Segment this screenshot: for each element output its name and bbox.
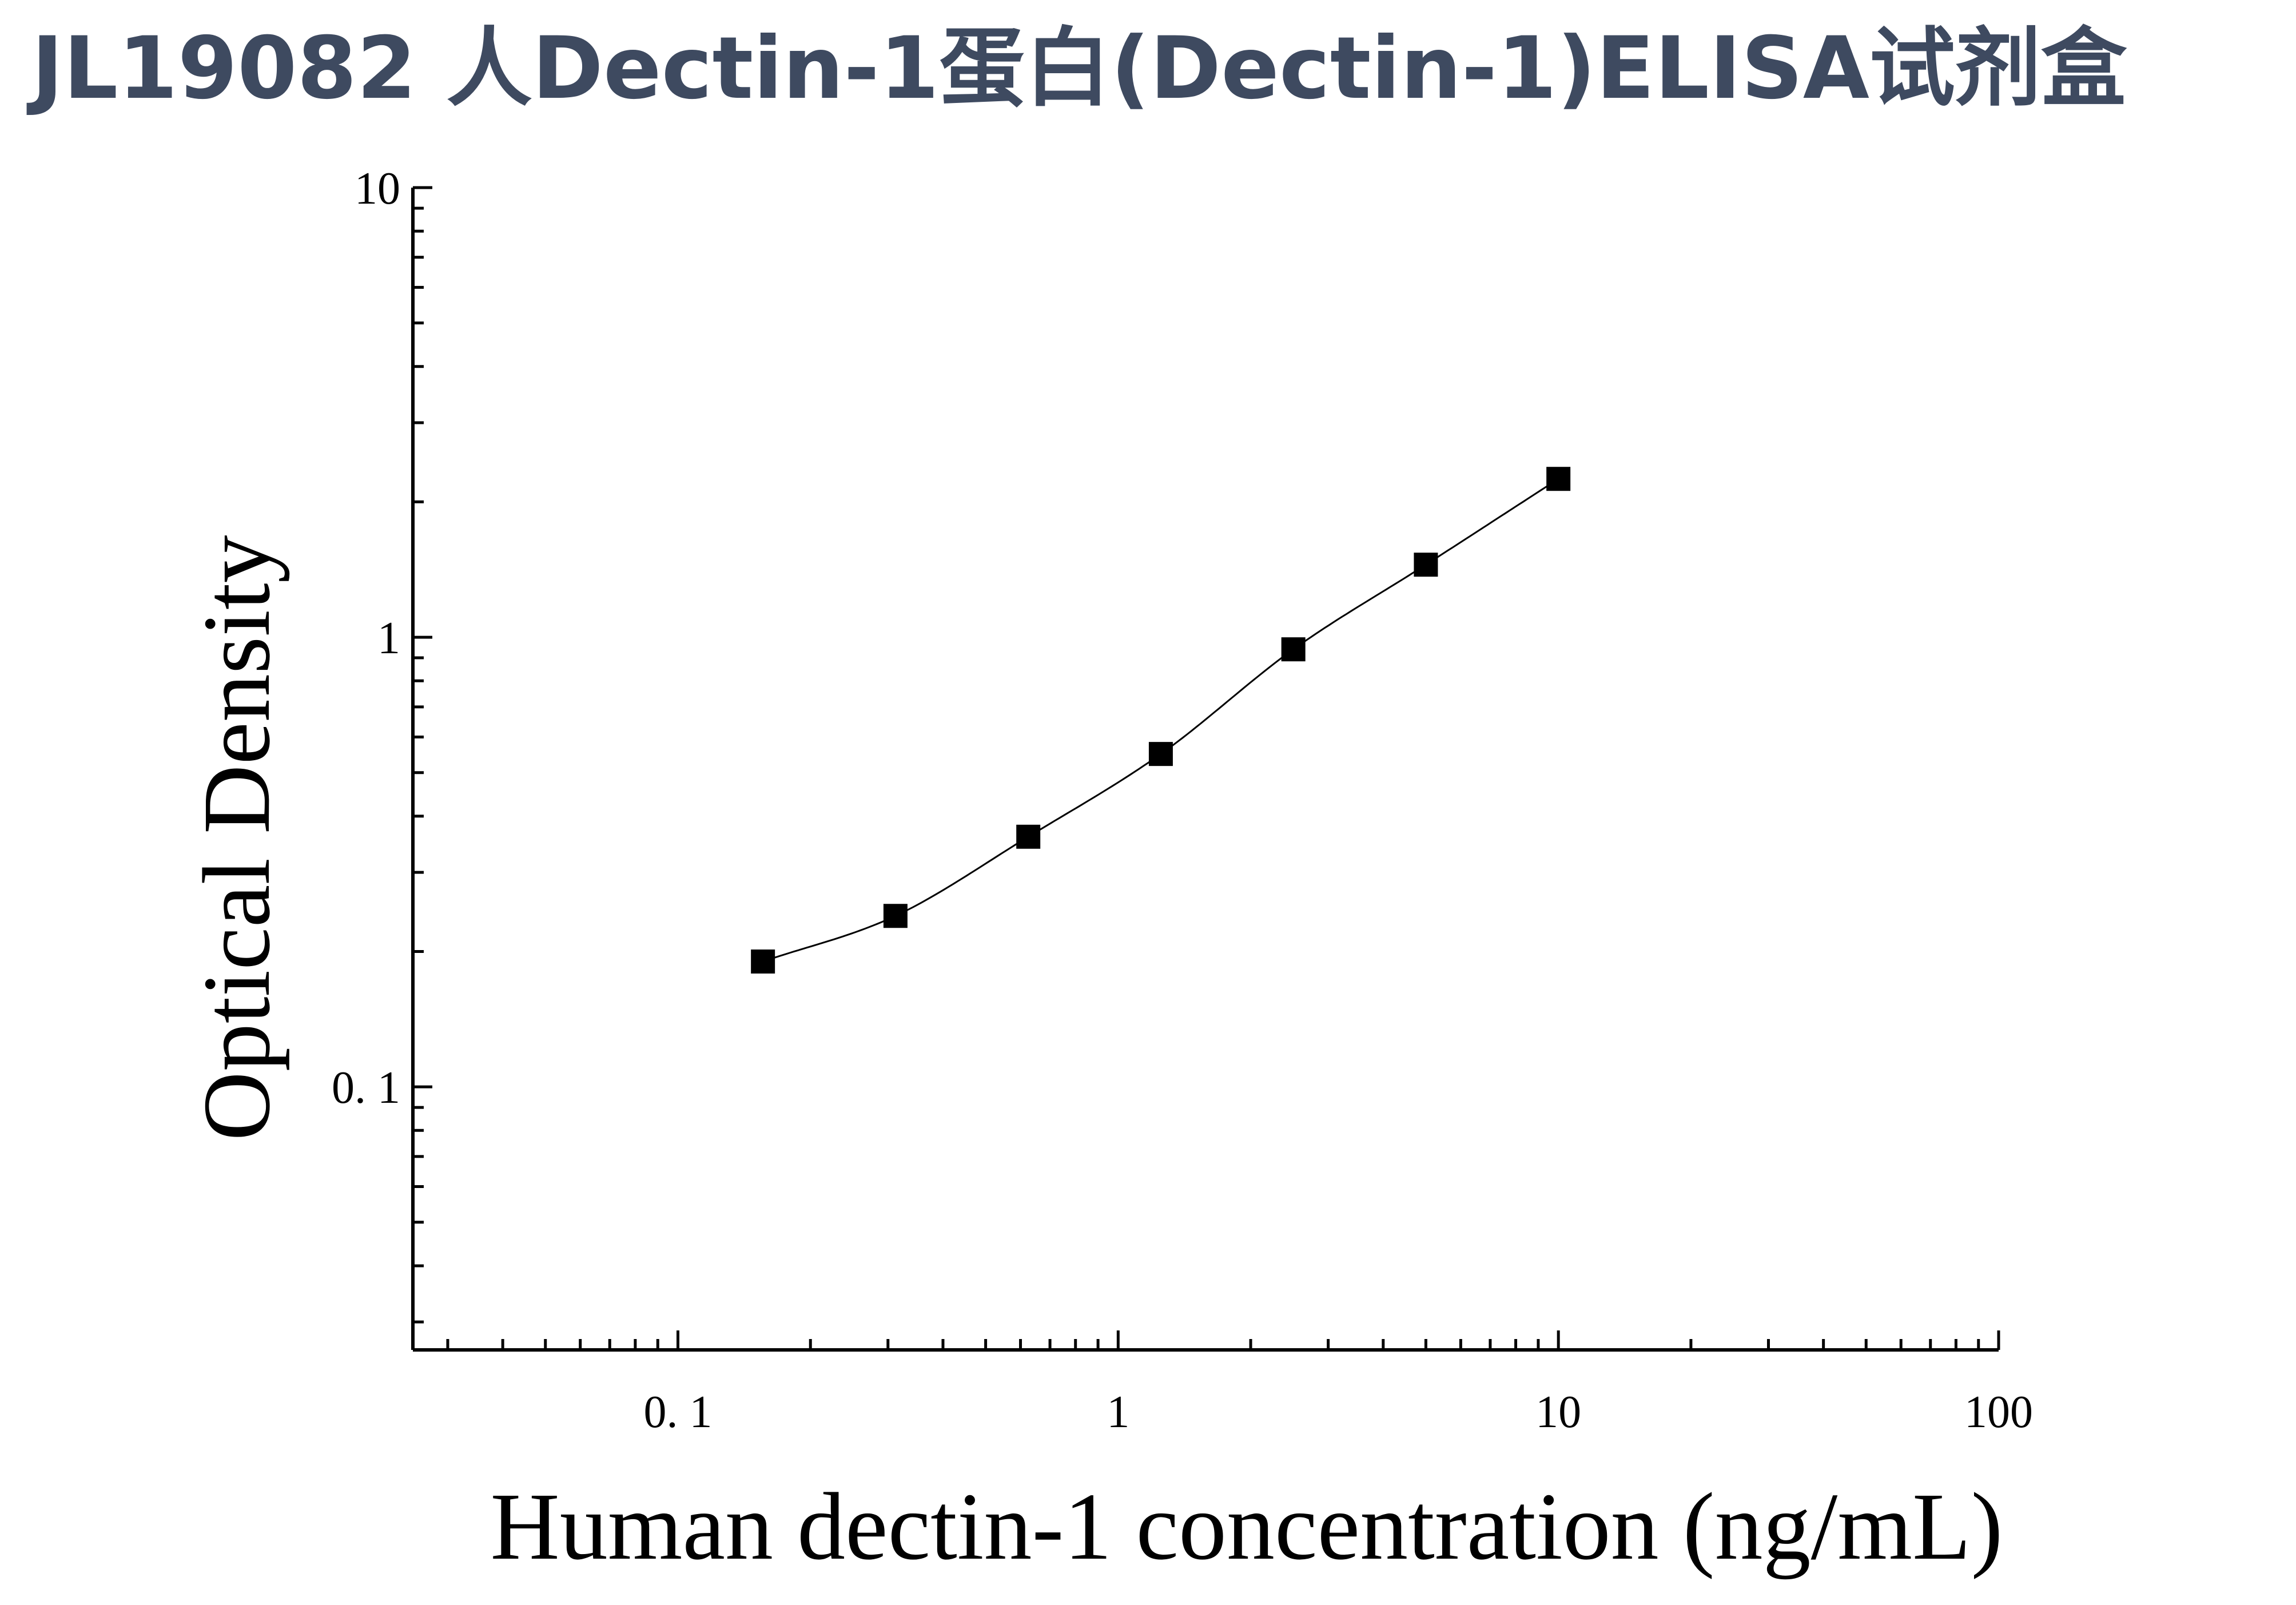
data-point bbox=[1016, 824, 1041, 849]
fit-curve-layer bbox=[762, 478, 1559, 963]
data-point bbox=[1414, 553, 1438, 577]
data-point bbox=[751, 950, 775, 974]
data-point bbox=[883, 904, 908, 928]
axes bbox=[411, 186, 2000, 1352]
y-tick-label: 1 bbox=[377, 613, 400, 664]
x-tick-label: 100 bbox=[1964, 1387, 2033, 1437]
data-point bbox=[1281, 637, 1306, 662]
page-title: JL19082 人Dectin-1蛋白(Dectin-1)ELISA试剂盒 bbox=[31, 19, 2127, 118]
x-tick-label: 10 bbox=[1535, 1387, 1581, 1437]
data-point bbox=[1148, 742, 1173, 766]
fit-curve bbox=[762, 478, 1559, 963]
x-tick-label: 1 bbox=[1107, 1387, 1129, 1437]
data-points bbox=[751, 467, 1571, 974]
y-tick-label: 0. 1 bbox=[332, 1063, 400, 1113]
x-axis-title: Human dectin-1 concentration (ng/mL) bbox=[490, 1473, 2003, 1580]
x-tick-label: 0. 1 bbox=[643, 1387, 712, 1437]
y-axis-title: Optical Density bbox=[184, 535, 290, 1141]
tick-labels: 0. 1 1 10 100 0. 1 1 10 bbox=[332, 164, 2033, 1437]
y-tick-label: 10 bbox=[355, 164, 400, 214]
data-point bbox=[1546, 467, 1571, 491]
